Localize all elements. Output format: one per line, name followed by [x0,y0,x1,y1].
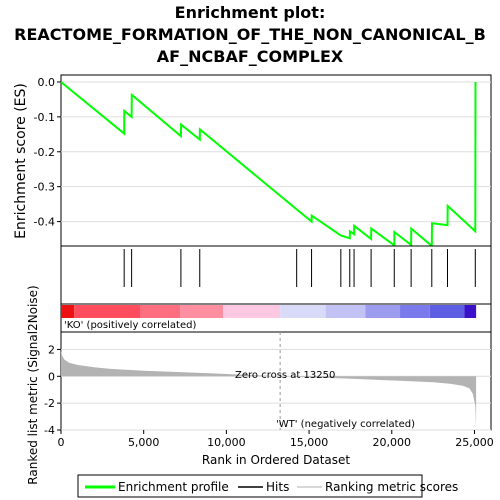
legend: Enrichment profile Hits Ranking metric s… [77,474,458,498]
metric-y-ticks: 2 0 -2 -4 [44,343,61,437]
legend-hits-label: Hits [266,480,289,494]
heatmap-bands [61,305,477,318]
heatmap-band [61,305,75,318]
zero-cross-label: Zero cross at 13250 [235,370,335,381]
x-tick-label: 25,000 [455,436,494,449]
heatmap-band [325,305,366,318]
metric-y-tick-label: 2 [48,343,55,356]
es-y-axis-label: Enrichment score (ES) [13,83,29,239]
hits-panel-frame [60,245,492,305]
heatmap-panel [60,303,492,333]
enrichment-profile-line [60,81,477,249]
positive-correlation-label: 'KO' (positively correlated) [64,320,196,331]
heatmap-band [223,305,281,318]
heatmap-band [74,305,141,318]
x-tick-label: 15,000 [290,436,329,449]
plot-title: Enrichment plot: REACTOME_FORMATION_OF_T… [0,2,500,68]
heatmap-band [140,305,181,318]
x-tick-label: 20,000 [373,436,412,449]
es-y-tick-label: -0.3 [34,181,55,194]
metric-gridlines [61,348,491,431]
x-tick-label: 10,000 [207,436,246,449]
es-y-tick-label: -0.2 [34,146,55,159]
heatmap-band [429,305,465,318]
metric-y-tick-label: -2 [44,397,55,410]
x-tick-label: 0 [58,436,65,449]
es-gridlines [61,81,491,223]
hits-panel [60,245,492,305]
legend-frame [77,474,423,498]
es-panel: 0.0 -0.1 -0.2 -0.3 -0.4 Enrichment score (ES… [13,74,492,249]
heatmap-band [280,305,326,318]
title-line-3: AF_NCBAF_COMPLEX [156,47,344,66]
title-line-2: REACTOME_FORMATION_OF_THE_NON_CANONICAL_… [14,25,486,44]
metric-x-ticks: 0 5,000 10,000 15,000 20,000 25,000 [58,430,494,449]
heatmap-band [400,305,430,318]
es-y-tick-label: -0.1 [34,111,55,124]
metric-y-tick-label: 0 [48,370,55,383]
heatmap-band [180,305,224,318]
heatmap-band [365,305,401,318]
x-axis-label: Rank in Ordered Dataset [202,453,350,467]
negative-correlation-label: 'WT' (negatively correlated) [276,419,415,430]
metric-y-axis-label: Ranked list metric (Signal2Noise) [26,285,40,484]
legend-ranking-label: Ranking metric scores [325,480,458,494]
legend-enrichment-label: Enrichment profile [118,480,229,494]
metric-y-tick-label: -4 [44,424,55,437]
es-y-tick-label: 0.0 [38,76,56,89]
es-panel-frame [60,74,492,247]
heatmap-band [464,305,477,318]
es-y-ticks: 0.0 -0.1 -0.2 -0.3 -0.4 [34,76,61,229]
hit-lines [123,249,476,287]
title-line-1: Enrichment plot: [174,3,326,22]
metric-panel: 2 0 -2 -4 0 5,000 10,000 15,000 20,000 25,000 'K… [26,285,494,484]
es-y-tick-label: -0.4 [34,216,55,229]
x-tick-label: 5,000 [128,436,160,449]
